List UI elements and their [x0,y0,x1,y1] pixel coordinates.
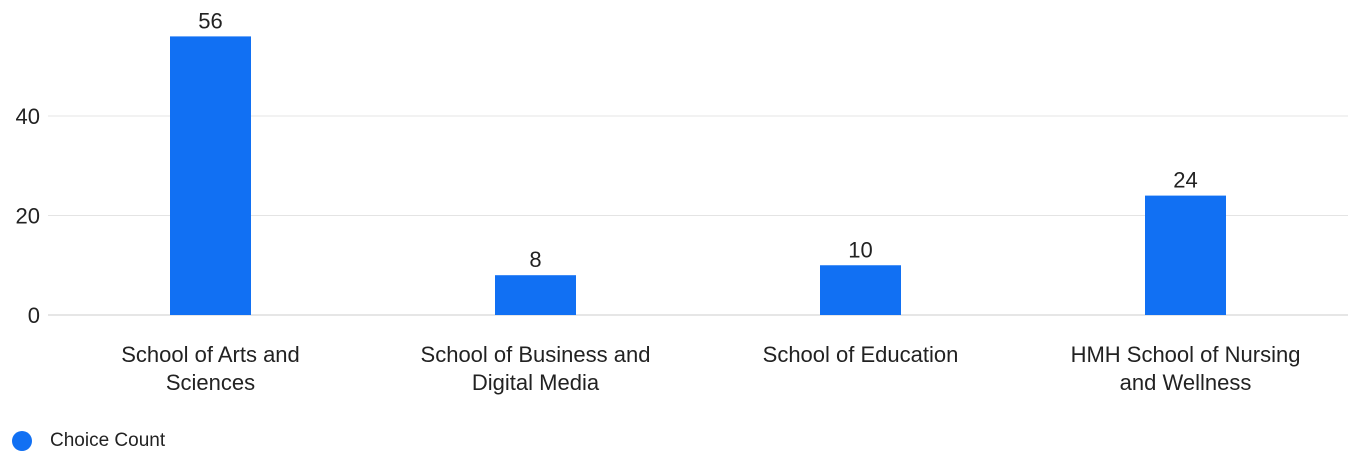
legend: Choice Count [12,430,165,452]
data-label: 56 [198,8,222,33]
y-tick-label: 0 [28,303,40,328]
bar [495,275,576,315]
legend-label: Choice Count [50,430,166,451]
bar-chart: 0 20 40 56 School of Arts and Sciences 8 School… [16,8,1348,395]
legend-marker [12,431,32,451]
y-tick-label: 20 [16,204,40,229]
x-tick-label: School of Arts and Sciences [121,342,300,395]
data-label: 8 [529,247,541,272]
bar [170,36,251,316]
y-tick-label: 40 [16,104,40,129]
bar [1145,195,1226,315]
data-label: 10 [848,237,872,262]
bar [820,265,901,315]
x-tick-label: School of Business and Digital Media [421,342,651,395]
x-tick-label: School of Education [763,342,959,367]
x-tick-label: HMH School of Nursing and Wellness [1071,342,1301,395]
data-label: 24 [1173,168,1197,193]
